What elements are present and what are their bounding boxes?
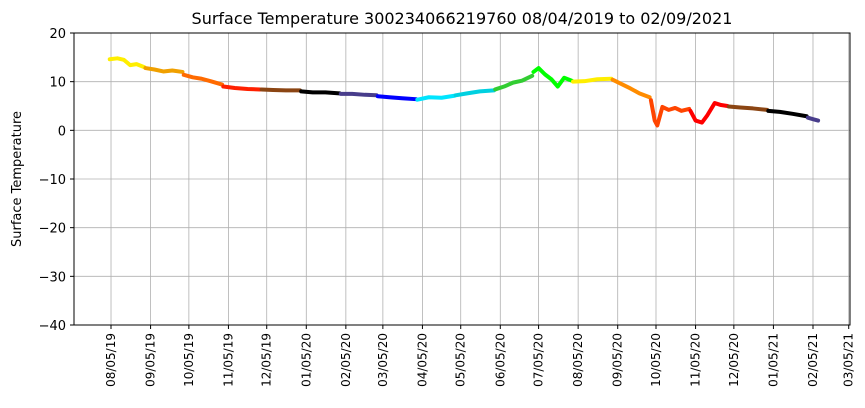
x-tick-label: 02/05/21 <box>806 333 820 387</box>
data-line <box>338 91 379 98</box>
data-line <box>299 89 342 96</box>
y-tick-label: −40 <box>39 319 66 334</box>
x-tick-label: 08/05/19 <box>104 333 118 387</box>
data-line <box>726 104 770 112</box>
x-tick-label: 02/05/20 <box>339 333 353 387</box>
x-tick-label: 06/05/20 <box>493 333 507 387</box>
x-tick-label: 10/05/20 <box>649 333 663 387</box>
y-tick-label: 0 <box>58 124 66 139</box>
data-line <box>107 56 147 70</box>
x-tick-label: 09/05/20 <box>611 333 625 387</box>
data-line <box>805 115 821 123</box>
y-tick-label: −20 <box>39 222 66 237</box>
x-tick-label: 03/05/20 <box>376 333 390 387</box>
x-tick-label: 09/05/19 <box>144 333 158 387</box>
data-line <box>259 87 302 93</box>
data-line <box>610 77 652 100</box>
y-tick-label: −30 <box>39 270 66 285</box>
data-line <box>493 73 535 92</box>
x-tick-label: 10/05/19 <box>182 333 196 387</box>
x-tick-label: 12/05/19 <box>260 333 274 387</box>
data-line <box>415 93 457 102</box>
y-tick-label: 10 <box>49 76 66 91</box>
data-line <box>766 108 809 119</box>
x-tick-label: 08/05/20 <box>571 333 585 387</box>
data-line <box>688 101 730 125</box>
x-tick-label: 04/05/20 <box>415 333 429 387</box>
data-line <box>648 98 692 128</box>
data-line <box>531 66 574 89</box>
x-tick-label: 12/05/20 <box>727 333 741 387</box>
x-tick-label: 01/05/21 <box>766 333 780 387</box>
x-tick-label: 07/05/20 <box>532 333 546 387</box>
data-line <box>453 88 496 98</box>
y-axis-label: Surface Temperature <box>10 111 25 247</box>
x-tick-label: 05/05/20 <box>454 333 468 387</box>
chart-title: Surface Temperature 300234066219760 08/0… <box>192 9 733 28</box>
data-line <box>571 76 614 84</box>
x-tick-label: 11/05/19 <box>221 333 235 387</box>
data-line <box>181 72 225 87</box>
x-tick-label: 03/05/21 <box>842 333 856 387</box>
data-line <box>375 94 419 102</box>
y-tick-label: 20 <box>49 27 66 42</box>
x-tick-label: 01/05/20 <box>299 333 313 387</box>
y-tick-label: −10 <box>39 173 66 188</box>
plot-frame <box>73 32 851 326</box>
x-tick-label: 11/05/20 <box>689 333 703 387</box>
data-line <box>221 84 263 92</box>
data-line <box>143 66 185 74</box>
